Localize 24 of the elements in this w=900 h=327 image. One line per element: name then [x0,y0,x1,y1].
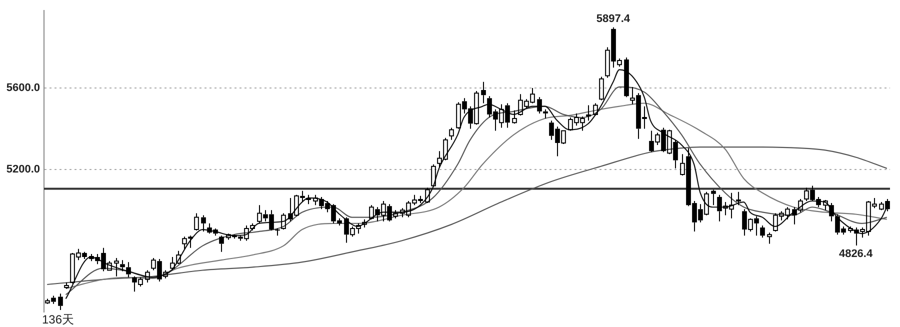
candlestick [711,189,716,206]
candlestick [194,212,199,232]
candlestick [512,110,517,124]
candlestick [275,228,280,236]
candlestick [537,96,542,114]
candlestick [114,258,119,277]
candlestick [736,191,741,206]
annotation: 4826.4 [838,248,874,260]
annotation: 5897.4 [596,12,631,25]
candlestick [201,214,206,232]
y-tick-label: 5600.0 [6,82,40,94]
candlestick [58,293,63,310]
candlestick [126,262,131,278]
candlestick [543,108,548,120]
candlestick [586,104,591,122]
candlestick [624,56,629,98]
candlestick [760,224,765,238]
candlestick [767,232,772,244]
candlestick [219,235,224,252]
candlestick [120,260,125,272]
text: 136天 [42,312,74,326]
y-tick-label: 5200.0 [6,163,40,176]
candlestick [306,194,311,205]
candlestick [481,81,486,104]
